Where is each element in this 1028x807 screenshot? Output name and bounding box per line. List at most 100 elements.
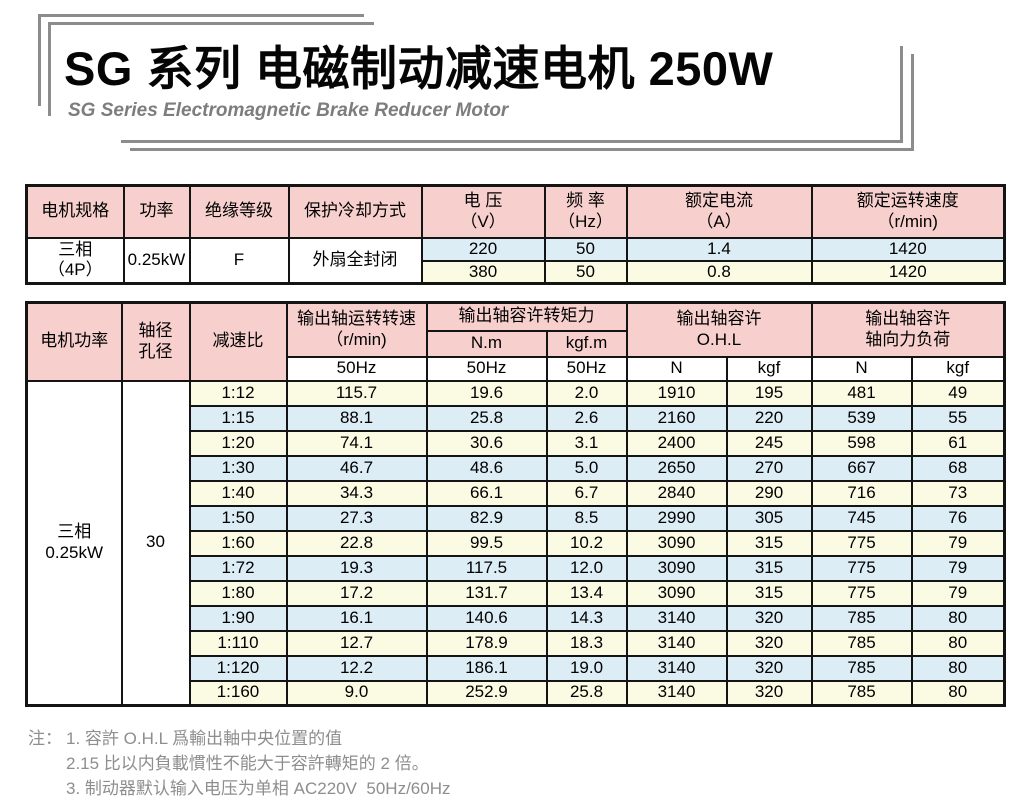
page-title: SG 系列 电磁制动减速电机 250W [64,42,774,95]
cell-output-speed: 88.1 [285,404,428,432]
performance-row: 1:20 74.1 30.6 3.1 2400 245 598 61 [27,429,1006,457]
cell-torque-kgfm: 18.3 [545,629,628,657]
cell-ohl-n: 2990 [625,504,728,532]
cell-ratio: 1:60 [188,529,288,557]
cell-output-speed: 46.7 [285,454,428,482]
cell-axial-kgf: 79 [910,529,1006,557]
cell-output-speed: 12.2 [285,654,428,682]
cell-ohl-n: 2840 [625,479,728,507]
cell-axial-n: 785 [810,629,913,657]
spec-col-insulation: 绝缘等级 [188,184,290,239]
cell-torque-nm: 19.6 [425,379,548,407]
spec-power-cell: 0.25kW [122,236,191,285]
cell-axial-n: 745 [810,504,913,532]
cell-ohl-n: 3140 [625,629,728,657]
title-frame-outer-bottom [121,140,903,143]
cell-ratio: 1:12 [188,379,288,407]
performance-header-row-1: 电机功率 轴径 孔径 减速比 输出轴运转转速 （r/min) 输出轴容许转矩力 … [25,301,1006,382]
perf-col-torque-group: 输出轴容许转矩力 [425,301,628,332]
spec-table: 电机规格 功率 绝缘等级 保护冷却方式 电 压 （V） 频 率 （Hz） 额定电… [25,184,1006,286]
cell-torque-kgfm: 2.0 [545,379,628,407]
spec-header-row: 电机规格 功率 绝缘等级 保护冷却方式 电 压 （V） 频 率 （Hz） 额定电… [25,184,1006,239]
performance-row: 1:120 12.2 186.1 19.0 3140 320 785 80 [27,654,1006,682]
cell-ohl-n: 1910 [625,379,728,407]
cell-axial-kgf: 68 [910,454,1006,482]
performance-row: 1:60 22.8 99.5 10.2 3090 315 775 79 [27,529,1006,557]
perf-col-motor-power: 电机功率 [25,301,123,382]
perf-col-shaft-bore: 轴径 孔径 [120,301,191,382]
note-item: 1. 容許 O.H.L 爲輸出軸中央位置的值 [66,729,343,748]
cell-ratio: 1:110 [188,629,288,657]
cell-axial-kgf: 49 [910,379,1006,407]
cell-axial-kgf: 80 [910,679,1006,707]
cell-axial-n: 539 [810,404,913,432]
cell-ohl-kgf: 245 [725,429,813,457]
cell-ratio: 1:30 [188,454,288,482]
cell-output-speed: 19.3 [285,554,428,582]
cell-axial-kgf: 79 [910,579,1006,607]
perf-sub-ohl-n: N [625,355,728,382]
performance-row: 1:50 27.3 82.9 8.5 2990 305 745 76 [27,504,1006,532]
performance-row: 1:80 17.2 131.7 13.4 3090 315 775 79 [27,579,1006,607]
cell-axial-n: 598 [810,429,913,457]
performance-row: 1:15 88.1 25.8 2.6 2160 220 539 55 [27,404,1006,432]
cell-output-speed: 27.3 [285,504,428,532]
cell-output-speed: 34.3 [285,479,428,507]
title-frame-inner-left [48,22,51,116]
cell-ohl-kgf: 305 [725,504,813,532]
cell-ohl-n: 2650 [625,454,728,482]
cell-ohl-kgf: 320 [725,629,813,657]
cell-ohl-kgf: 320 [725,654,813,682]
spec-frequency-cell: 50 [543,259,628,285]
perf-col-torque-kgfm: kgf.m [545,329,628,358]
cell-output-speed: 74.1 [285,429,428,457]
perf-col-torque-nm: N.m [425,329,548,358]
performance-row: 1:110 12.7 178.9 18.3 3140 320 785 80 [27,629,1006,657]
page-subtitle: SG Series Electromagnetic Brake Reducer … [68,100,509,121]
cell-torque-nm: 131.7 [425,579,548,607]
spec-insulation-cell: F [188,236,290,285]
cell-axial-kgf: 76 [910,504,1006,532]
cell-output-speed: 22.8 [285,529,428,557]
cell-axial-n: 785 [810,679,913,707]
spec-col-protection: 保护冷却方式 [287,184,423,239]
performance-row: 1:40 34.3 66.1 6.7 2840 290 716 73 [27,479,1006,507]
perf-sub-output-speed: 50Hz [285,355,428,382]
cell-torque-kgfm: 10.2 [545,529,628,557]
spec-col-voltage: 电 压 （V） [420,184,546,239]
cell-torque-kgfm: 25.8 [545,679,628,707]
spec-col-motor-spec: 电机规格 [25,184,125,239]
cell-torque-kgfm: 2.6 [545,404,628,432]
cell-torque-nm: 48.6 [425,454,548,482]
cell-torque-nm: 25.8 [425,404,548,432]
cell-ratio: 1:50 [188,504,288,532]
cell-ratio: 1:15 [188,404,288,432]
cell-output-speed: 9.0 [285,679,428,707]
performance-table: 电机功率 轴径 孔径 减速比 输出轴运转转速 （r/min) 输出轴容许转矩力 … [25,301,1006,707]
spec-data-row-380: 380 50 0.8 1420 [27,259,1006,285]
cell-ohl-n: 3140 [625,679,728,707]
shaft-bore-cell: 30 [120,379,191,707]
cell-ohl-kgf: 315 [725,554,813,582]
perf-sub-ohl-kgf: kgf [725,355,813,382]
spec-col-speed: 额定运转速度 （r/min) [810,184,1006,239]
cell-axial-n: 481 [810,379,913,407]
performance-row: 1:90 16.1 140.6 14.3 3140 320 785 80 [27,604,1006,632]
title-frame-inner-top [48,22,374,25]
spec-voltage-cell: 220 [420,236,546,262]
spec-current-cell: 0.8 [625,259,813,285]
cell-ratio: 1:80 [188,579,288,607]
cell-ohl-kgf: 315 [725,529,813,557]
spec-frequency-cell: 50 [543,236,628,262]
performance-table-body: 三相 0.25kW 30 1:12 115.7 19.6 2.0 1910 195 481 49 1… [25,379,1006,707]
cell-output-speed: 115.7 [285,379,428,407]
cell-torque-nm: 82.9 [425,504,548,532]
cell-torque-kgfm: 13.4 [545,579,628,607]
note-item: 2.15 比以内負載慣性不能大于容許轉矩的 2 倍。 [66,754,429,773]
cell-axial-n: 785 [810,604,913,632]
spec-data-row-220: 三相 （4P） 0.25kW F 外扇全封闭 220 50 1.4 1420 [25,236,1006,285]
cell-ohl-kgf: 195 [725,379,813,407]
cell-axial-kgf: 73 [910,479,1006,507]
cell-torque-nm: 140.6 [425,604,548,632]
cell-torque-nm: 178.9 [425,629,548,657]
